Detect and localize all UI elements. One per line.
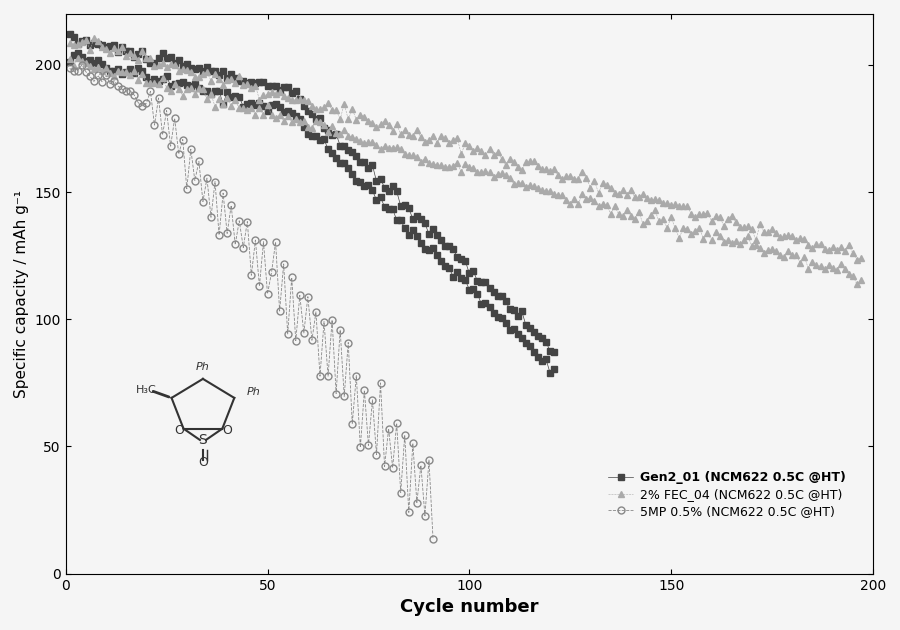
Line: Gen2_01 (NCM622 0.5C @HT): Gen2_01 (NCM622 0.5C @HT) — [67, 31, 557, 355]
Gen2_01 (NCM622 0.5C @HT) — [177, 62, 188, 69]
5MP 0.5% (NCM622 0.5C @HT) — [161, 107, 172, 115]
Gen2_01 (NCM622 0.5C @HT) — [392, 187, 402, 195]
2% FEC_04 (NCM622 0.5C @HT) — [205, 77, 216, 84]
Line: 5MP 0.5% (NCM622 0.5C @HT): 5MP 0.5% (NCM622 0.5C @HT) — [67, 62, 436, 542]
2% FEC_04 (NCM622 0.5C @HT) — [64, 40, 75, 47]
Gen2_01 (NCM622 0.5C @HT) — [270, 83, 281, 90]
Gen2_01 (NCM622 0.5C @HT) — [64, 30, 75, 37]
2% FEC_04 (NCM622 0.5C @HT) — [238, 81, 248, 89]
X-axis label: Cycle number: Cycle number — [400, 598, 538, 616]
Legend: Gen2_01 (NCM622 0.5C @HT), 2% FEC_04 (NCM622 0.5C @HT), 5MP 0.5% (NCM622 0.5C @H: Gen2_01 (NCM622 0.5C @HT), 2% FEC_04 (NC… — [604, 466, 850, 523]
Y-axis label: Specific capacity / mAh g⁻¹: Specific capacity / mAh g⁻¹ — [14, 190, 29, 398]
Gen2_01 (NCM622 0.5C @HT) — [367, 161, 378, 169]
2% FEC_04 (NCM622 0.5C @HT) — [88, 35, 99, 42]
Gen2_01 (NCM622 0.5C @HT) — [549, 348, 560, 356]
Line: 2% FEC_04 (NCM622 0.5C @HT): 2% FEC_04 (NCM622 0.5C @HT) — [67, 35, 864, 263]
5MP 0.5% (NCM622 0.5C @HT) — [375, 379, 386, 387]
2% FEC_04 (NCM622 0.5C @HT) — [93, 38, 104, 45]
Gen2_01 (NCM622 0.5C @HT) — [517, 307, 527, 315]
2% FEC_04 (NCM622 0.5C @HT) — [851, 256, 862, 263]
5MP 0.5% (NCM622 0.5C @HT) — [112, 83, 123, 90]
2% FEC_04 (NCM622 0.5C @HT) — [629, 193, 640, 201]
5MP 0.5% (NCM622 0.5C @HT) — [424, 456, 435, 464]
2% FEC_04 (NCM622 0.5C @HT) — [783, 231, 794, 239]
2% FEC_04 (NCM622 0.5C @HT) — [80, 36, 91, 43]
5MP 0.5% (NCM622 0.5C @HT) — [419, 512, 430, 520]
5MP 0.5% (NCM622 0.5C @HT) — [153, 94, 164, 102]
5MP 0.5% (NCM622 0.5C @HT) — [428, 535, 438, 542]
5MP 0.5% (NCM622 0.5C @HT) — [64, 65, 75, 72]
5MP 0.5% (NCM622 0.5C @HT) — [76, 61, 87, 69]
Gen2_01 (NCM622 0.5C @HT) — [112, 49, 123, 56]
2% FEC_04 (NCM622 0.5C @HT) — [856, 255, 867, 262]
